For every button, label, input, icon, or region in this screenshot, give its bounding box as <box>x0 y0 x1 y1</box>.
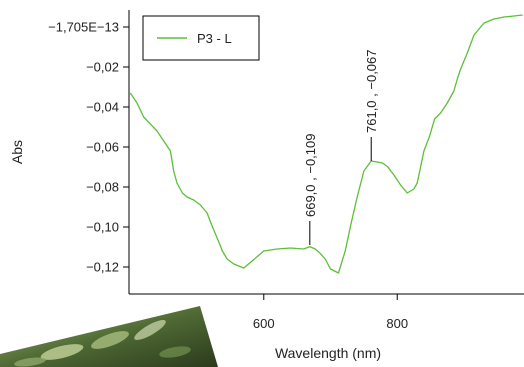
y-tick-label: −0,04 <box>86 100 119 115</box>
y-tick-label: −0,10 <box>86 220 119 235</box>
y-axis-title: Abs <box>9 140 25 164</box>
y-tick-label: −0,06 <box>86 140 119 155</box>
x-tick-label: 800 <box>386 316 408 331</box>
x-tick-label: 600 <box>253 316 275 331</box>
annotation-label: 761,0 , −0,067 <box>364 50 379 134</box>
series-line-p3-l <box>129 14 523 274</box>
leaf-photo <box>0 306 218 367</box>
y-tick-label: −1,705E−13 <box>48 20 119 35</box>
annotation-label: 669,0 , −0,109 <box>303 134 318 218</box>
y-tick-label: −0,12 <box>86 260 119 275</box>
legend: P3 - L <box>142 15 260 61</box>
legend-box <box>142 15 260 61</box>
legend-label: P3 - L <box>197 31 232 46</box>
x-axis-title: Wavelength (nm) <box>275 345 381 361</box>
y-tick-label: −0,08 <box>86 180 119 195</box>
y-tick-label: −0,02 <box>86 60 119 75</box>
